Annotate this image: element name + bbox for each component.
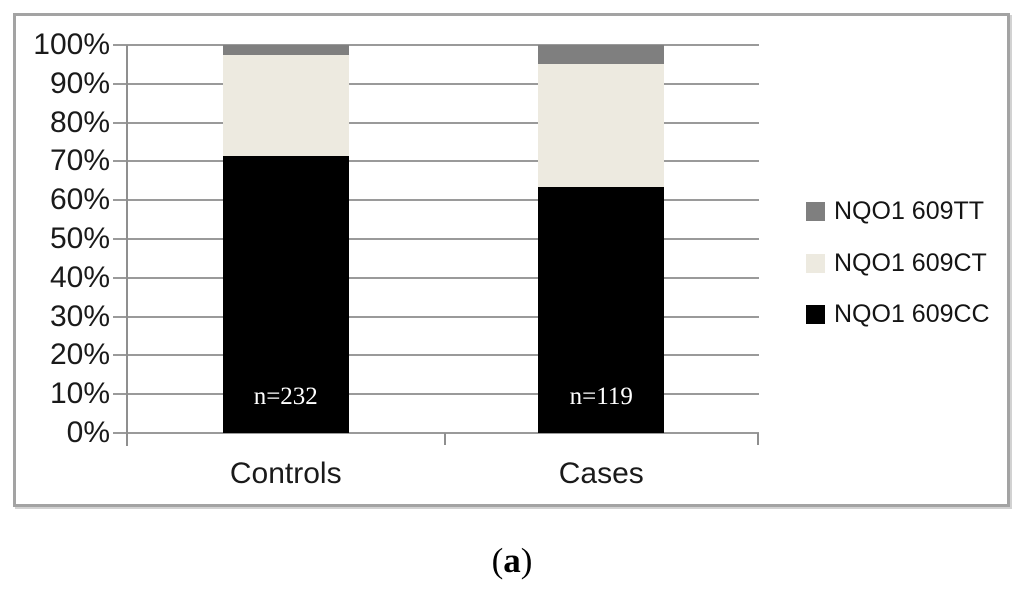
- y-axis-line: [126, 45, 128, 446]
- gridline: [113, 238, 759, 240]
- category-label: Cases: [558, 457, 644, 490]
- category-label: Controls: [229, 457, 342, 490]
- bar-count-label: n=232: [253, 383, 318, 410]
- y-axis-tick-label: 90%: [49, 66, 110, 100]
- gridline: [113, 82, 759, 85]
- legend-label: NQO1 609CT: [834, 249, 987, 277]
- gridline: [113, 315, 759, 318]
- legend-swatch: [806, 253, 825, 273]
- y-axis-tick-label: 60%: [49, 183, 110, 217]
- caption-paren-close: ): [520, 541, 533, 580]
- gridline: [113, 354, 759, 357]
- y-axis-tick-label: 20%: [49, 338, 110, 372]
- gridline: [113, 393, 759, 396]
- y-axis-tick-label: 70%: [49, 144, 110, 178]
- legend-item: NQO1 609CC: [806, 300, 990, 328]
- bar-segment: [222, 155, 349, 433]
- bar-segment: [222, 45, 349, 55]
- caption-paren-open: (: [491, 541, 504, 580]
- y-axis-tick-label: 30%: [49, 299, 110, 333]
- y-axis-tick-label: 50%: [49, 222, 110, 255]
- legend-item: NQO1 609CT: [806, 249, 987, 277]
- x-axis-tick: [757, 433, 759, 445]
- y-axis-tick-label: 100%: [33, 28, 110, 61]
- caption-letter: a: [503, 541, 521, 580]
- bar-segment: [538, 64, 665, 187]
- legend-swatch: [806, 304, 825, 324]
- y-axis-tick-label: 10%: [49, 377, 110, 411]
- y-axis-tick-label: 0%: [66, 416, 110, 449]
- gridline: [113, 160, 759, 163]
- bar-segment: [222, 54, 349, 156]
- y-axis-tick-label: 80%: [49, 105, 110, 139]
- legend-swatch: [806, 201, 825, 221]
- gridline: [113, 44, 759, 46]
- bar-segment: [538, 186, 665, 433]
- x-axis-tick: [443, 433, 446, 445]
- legend-label: NQO1 609TT: [834, 197, 985, 225]
- bar-count-label: n=119: [569, 383, 633, 410]
- figure-caption: (a): [0, 541, 1024, 581]
- gridline: [113, 276, 759, 279]
- bar-segment: [538, 45, 665, 65]
- legend-label: NQO1 609CC: [834, 300, 990, 328]
- chart-frame: [13, 13, 1010, 507]
- gridline: [113, 432, 759, 434]
- y-axis-tick-label: 40%: [49, 260, 110, 294]
- gridline: [113, 121, 759, 124]
- legend-item: NQO1 609TT: [806, 197, 985, 225]
- gridline: [113, 199, 759, 202]
